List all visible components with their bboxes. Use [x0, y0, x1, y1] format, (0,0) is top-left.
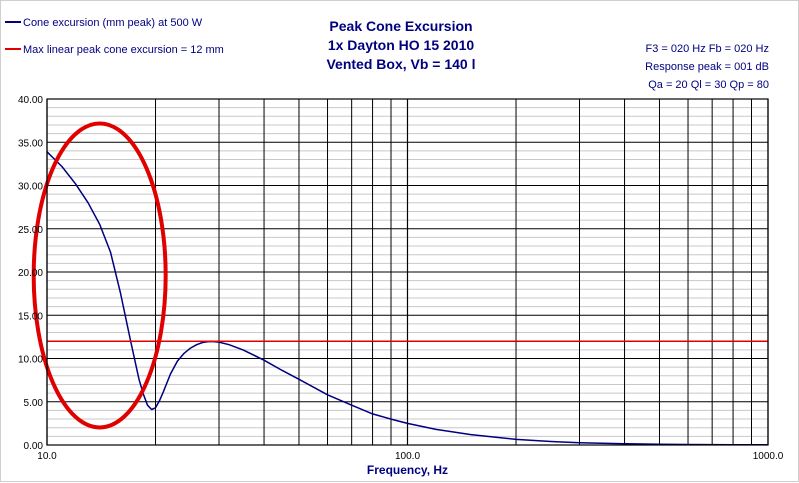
- legend-label: Max linear peak cone excursion = 12 mm: [23, 44, 224, 56]
- y-tick-label: 25.00: [18, 225, 43, 236]
- x-tick-label: 10.0: [37, 451, 57, 462]
- highlight-ellipse: [31, 121, 168, 430]
- y-tick-label: 35.00: [18, 138, 43, 149]
- plot-border: [46, 98, 769, 446]
- chart-info-line: F3 = 020 Hz Fb = 020 Hz: [645, 43, 769, 55]
- chart-legend: Cone excursion (mm peak) at 500 W Max lin…: [5, 17, 224, 56]
- y-tick-label: 40.00: [18, 95, 43, 106]
- chart-title-line: Peak Cone Excursion: [329, 18, 472, 34]
- chart-title-line: 1x Dayton HO 15 2010: [328, 37, 475, 53]
- y-tick-label: 30.00: [18, 182, 43, 193]
- chart-info-box: F3 = 020 Hz Fb = 020 Hz Response peak = 0…: [645, 43, 769, 91]
- plot-grid: [46, 98, 769, 446]
- y-tick-label: 15.00: [18, 311, 43, 322]
- y-tick-label: 20.00: [18, 268, 43, 279]
- plot-annotations: [31, 121, 168, 430]
- x-tick-label: 100.0: [395, 451, 420, 462]
- y-tick-label: 10.00: [18, 355, 43, 366]
- y-tick-label: 0.00: [24, 441, 44, 452]
- chart-info-line: Response peak = 001 dB: [645, 61, 769, 73]
- plot-axes: 0.00 5.00 10.00 15.00 20.00 25.00 30.00 35.00 40…: [18, 95, 784, 477]
- plot-series: [46, 151, 769, 446]
- chart-title-line: Vented Box, Vb = 140 l: [326, 56, 475, 72]
- chart-info-line: Qa = 20 Ql = 30 Qp = 80: [648, 79, 769, 91]
- x-axis-label: Frequency, Hz: [367, 463, 448, 477]
- legend-label: Cone excursion (mm peak) at 500 W: [23, 17, 203, 29]
- x-tick-label: 1000.0: [753, 451, 784, 462]
- y-tick-label: 5.00: [24, 398, 44, 409]
- chart-title: Peak Cone Excursion 1x Dayton HO 15 2010 V…: [326, 18, 475, 72]
